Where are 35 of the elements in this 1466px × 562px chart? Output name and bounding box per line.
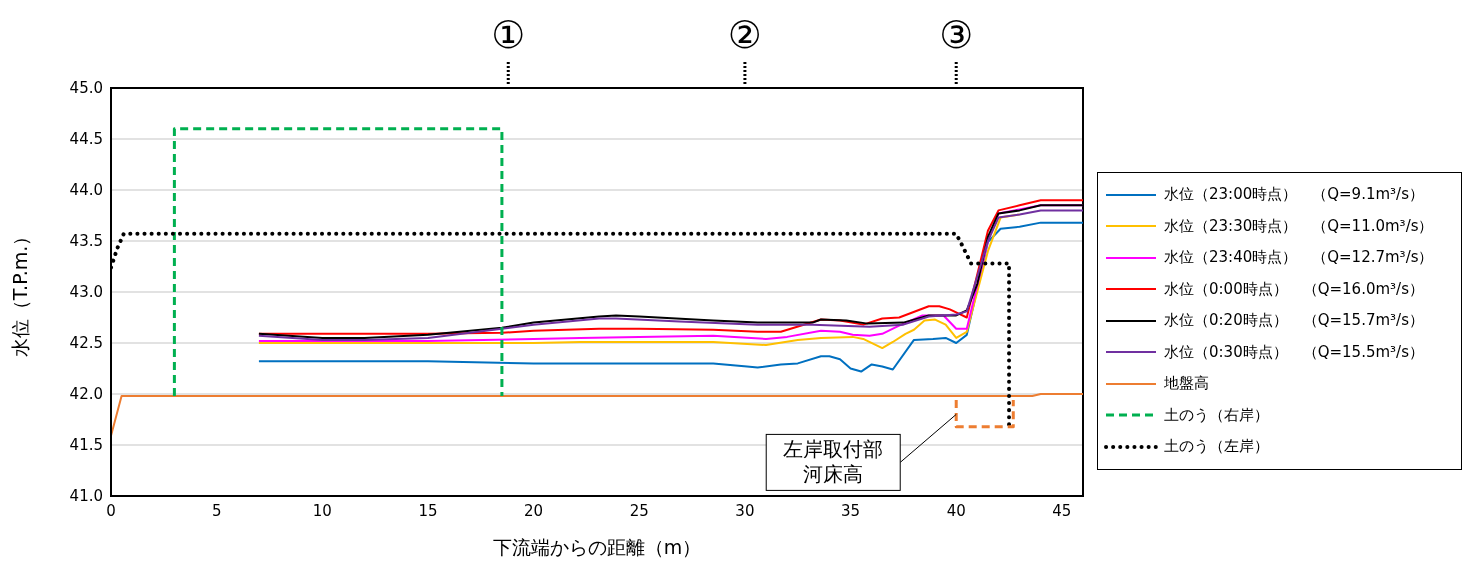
legend-label: 水位（0:20時点） （Q=15.7m³/s） <box>1164 311 1424 331</box>
y-tick-label: 42.0 <box>69 385 103 404</box>
ref-line-label: ① <box>491 13 526 57</box>
y-tick-label: 45.0 <box>69 79 103 98</box>
y-tick-label: 41.5 <box>69 436 103 455</box>
line-series <box>257 221 1083 373</box>
x-tick-label: 10 <box>312 502 332 520</box>
legend-label: 水位（0:30時点） （Q=15.5m³/s） <box>1164 342 1424 362</box>
x-tick-label: 20 <box>524 502 544 520</box>
legend-label: 土のう（左岸） <box>1164 437 1269 457</box>
y-tick-label: 44.5 <box>69 130 103 149</box>
y-tick-label: 42.5 <box>69 334 103 353</box>
y-tick-label: 44.0 <box>69 181 103 200</box>
x-tick-label: 40 <box>946 502 966 520</box>
x-tick-label: 5 <box>211 502 222 520</box>
ref-line-label: ③ <box>939 13 974 57</box>
y-tick-label: 43.5 <box>69 232 103 251</box>
legend-label: 地盤高 <box>1164 374 1209 394</box>
x-tick-label: 45 <box>1052 502 1072 520</box>
legend-label: 水位（0:00時点） （Q=16.0m³/s） <box>1164 279 1424 299</box>
annotation: 左岸取付部河床高 <box>783 437 884 487</box>
legend-label: 水位（23:30時点） （Q=11.0m³/s） <box>1164 216 1434 236</box>
ref-line-label: ② <box>727 13 762 57</box>
x-axis-title: 下流端からの距離（m） <box>492 536 702 558</box>
legend-label: 水位（23:40時点） （Q=12.7m³/s） <box>1164 248 1434 268</box>
legend-label: 水位（23:00時点） （Q=9.1m³/s） <box>1164 185 1424 205</box>
x-tick-label: 35 <box>841 502 861 520</box>
x-tick-label: 30 <box>735 502 755 520</box>
y-tick-label: 43.0 <box>69 283 103 302</box>
y-tick-label: 41.0 <box>69 487 103 506</box>
y-axis-title: 水位（T.P.m.） <box>8 226 31 358</box>
x-tick-label: 15 <box>418 502 438 520</box>
legend-label: 土のう（右岸） <box>1164 405 1269 425</box>
x-tick-label: 0 <box>106 502 116 520</box>
x-tick-label: 25 <box>629 502 649 520</box>
